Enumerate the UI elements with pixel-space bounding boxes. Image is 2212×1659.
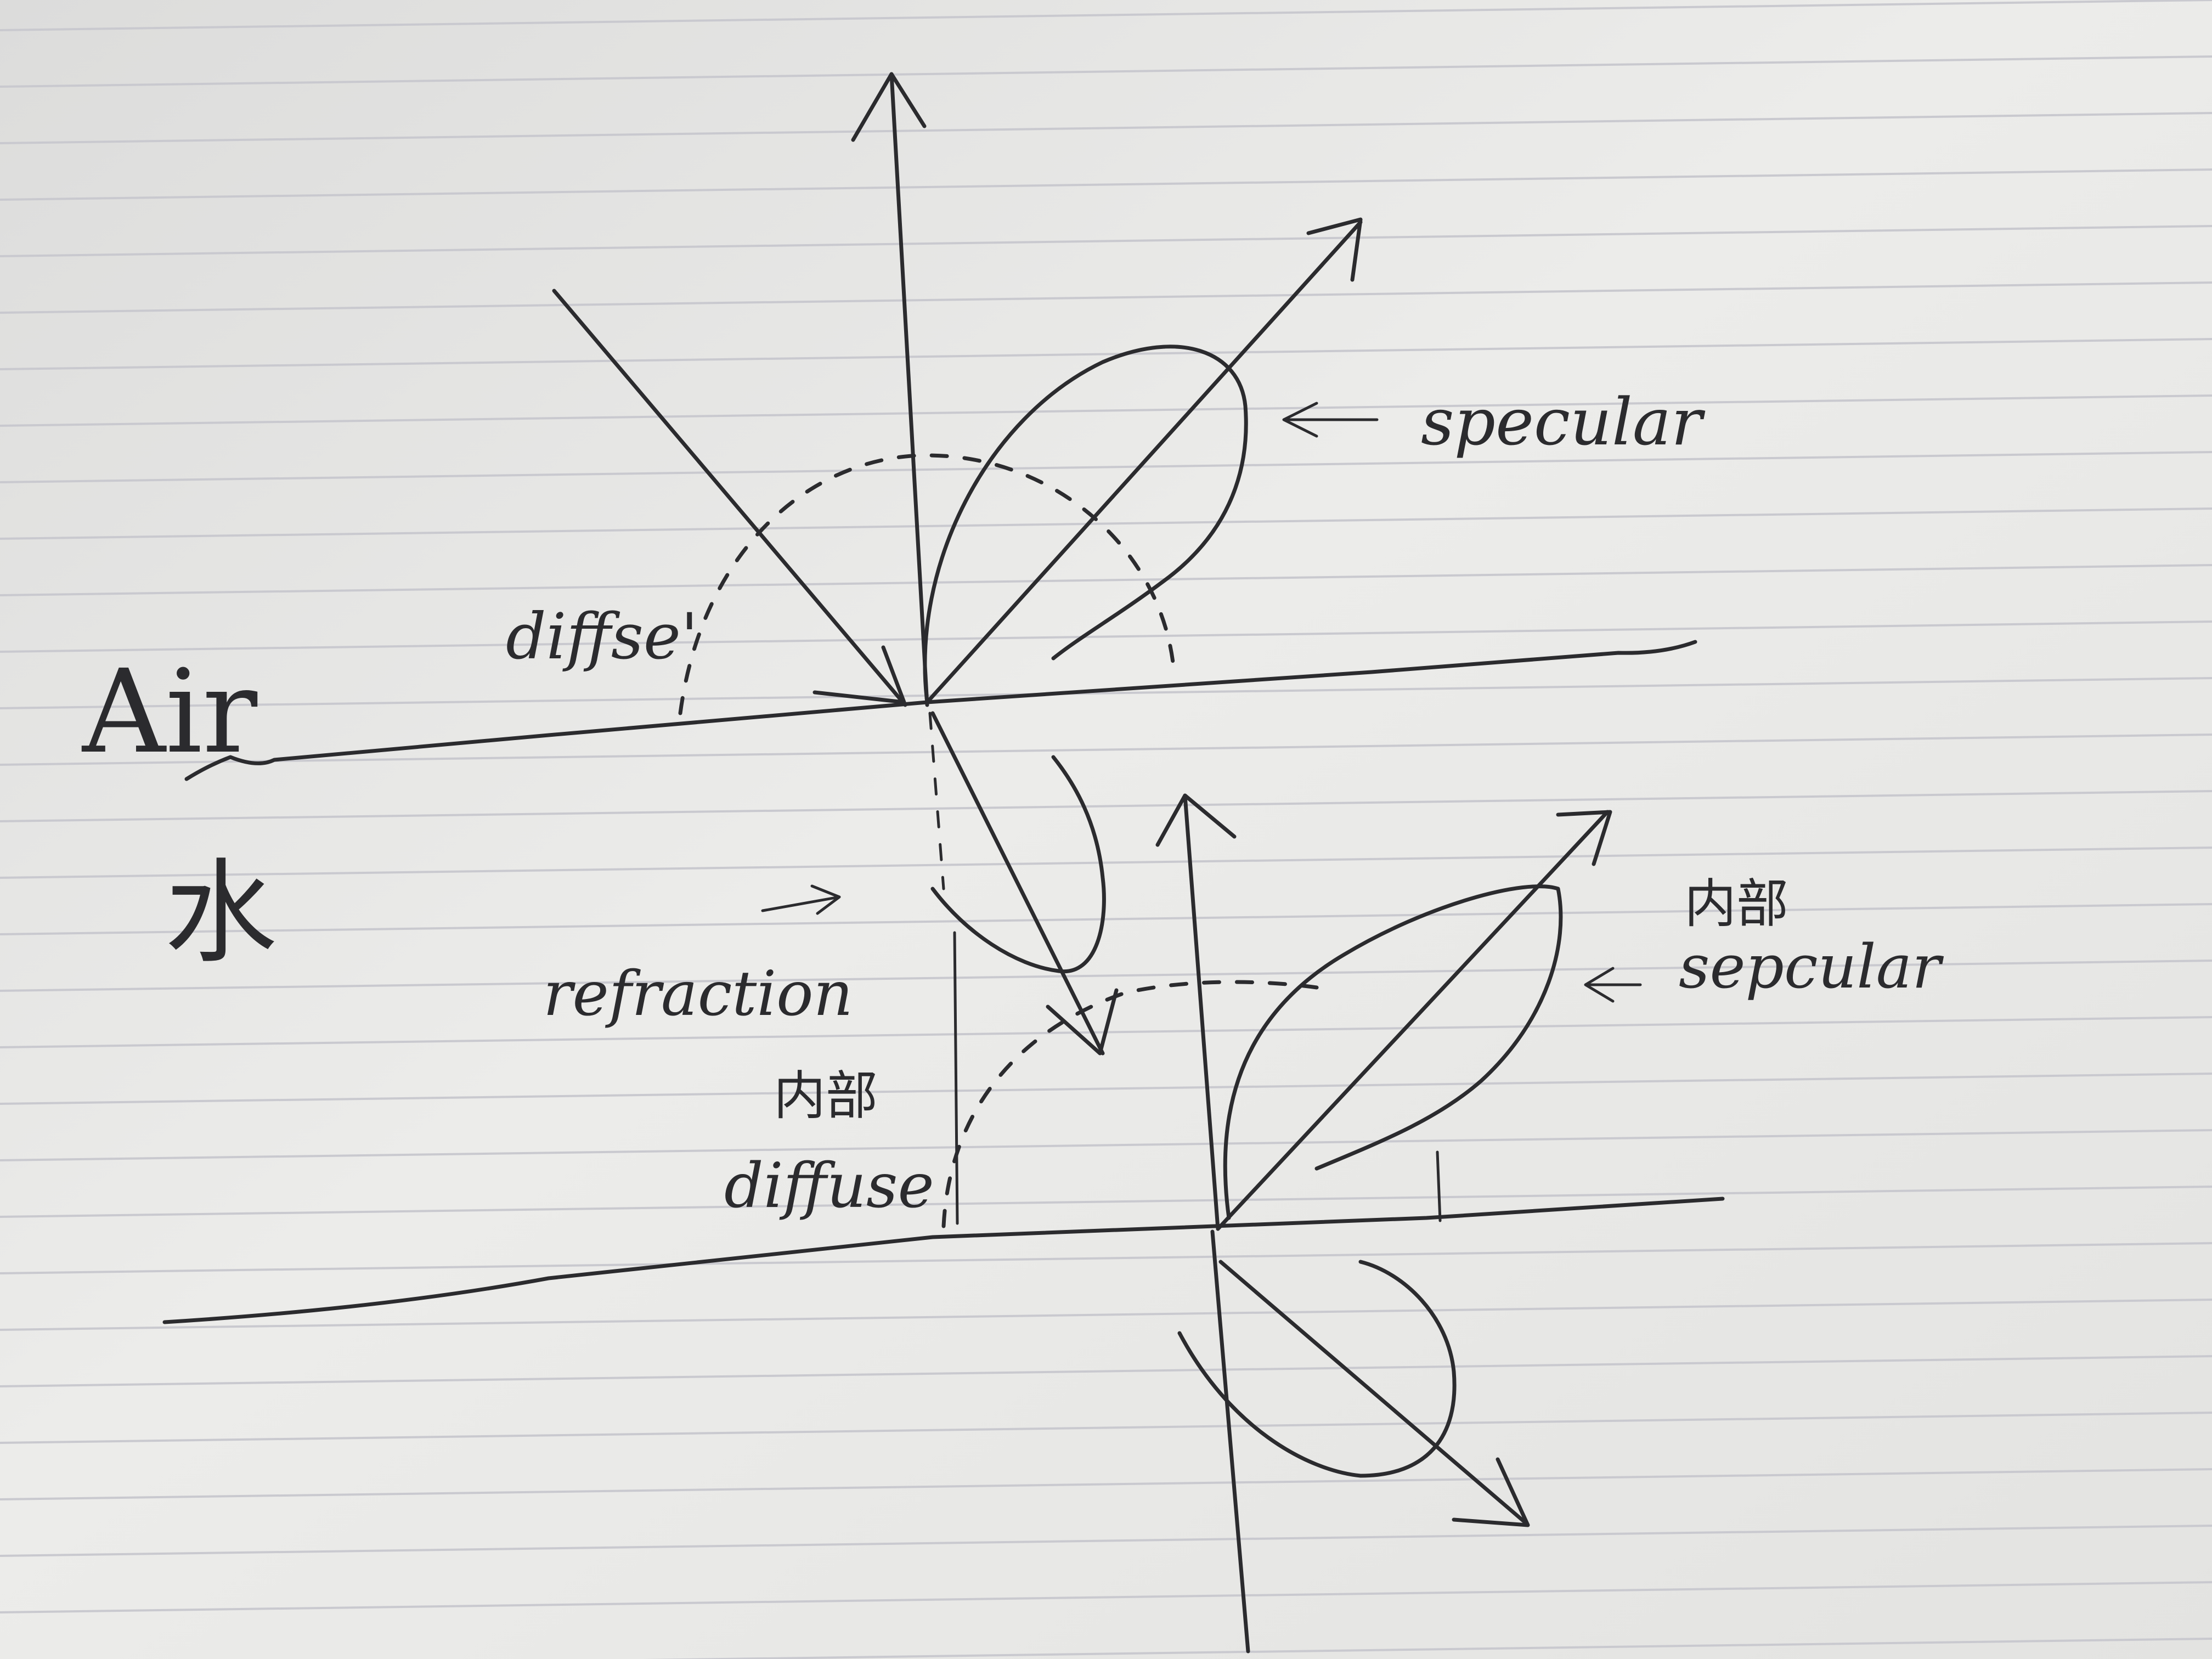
internal-diffuse-cn-label: 内部 xyxy=(774,1066,878,1126)
internal-specular-cn-label: 内部 xyxy=(1684,874,1788,934)
internal-specular-label: sepcular xyxy=(1679,932,1944,1002)
specular-label-upper: specular xyxy=(1421,384,1706,460)
internal-diffuse-label: diffuse xyxy=(724,1150,934,1222)
diffuse-label-upper: diffse' xyxy=(506,600,698,674)
refraction-label: refraction xyxy=(543,958,853,1030)
water-medium-label: 水 xyxy=(165,848,277,979)
air-medium-label: Air xyxy=(81,645,258,779)
